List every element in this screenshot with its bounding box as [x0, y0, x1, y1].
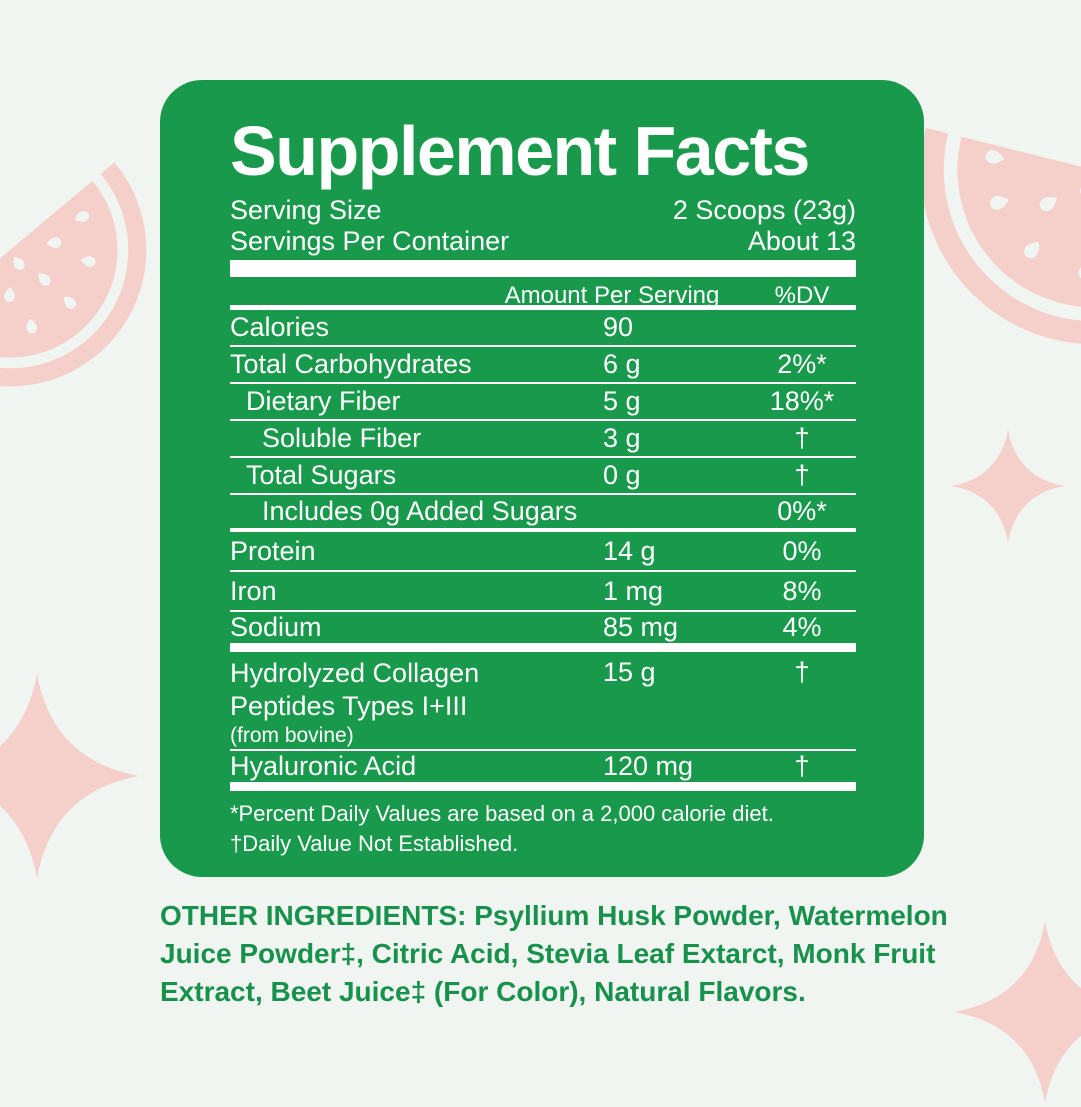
facts-table-body: Calories 90 Total Carbohydrates 6 g 2%* …: [230, 310, 856, 791]
table-row: Hyaluronic Acid 120 mg †: [230, 751, 856, 791]
footnote-dv-not-established: †Daily Value Not Established.: [230, 831, 519, 856]
servings-per-container-value: About 13: [747, 226, 856, 256]
nutrient-amount: 3 g: [603, 423, 641, 453]
nutrient-amount: 85 mg: [603, 612, 679, 642]
table-row: Soluble Fiber 3 g †: [230, 421, 856, 458]
nutrient-dv: 18%*: [769, 386, 835, 416]
serving-size-value: 2 Scoops (23g): [672, 195, 856, 225]
nutrient-name: Includes 0g Added Sugars: [262, 496, 578, 526]
serving-info: Serving Size 2 Scoops (23g) Servings Per…: [230, 195, 856, 257]
nutrient-dv: 4%: [782, 612, 822, 642]
nutrient-dv: 0%*: [777, 496, 827, 526]
supplement-facts-panel: Supplement Facts Serving Size 2 Scoops (…: [160, 80, 924, 877]
nutrient-name: Total Carbohydrates: [230, 349, 472, 379]
table-row: Hydrolyzed Collagen Peptides Types I+III…: [230, 652, 856, 751]
sparkle-icon: [954, 921, 1081, 1103]
nutrient-dv: †: [794, 751, 810, 781]
nutrient-name: Hyaluronic Acid: [230, 751, 417, 781]
serving-size-row: Serving Size 2 Scoops (23g): [230, 195, 856, 226]
nutrient-name: Total Sugars: [246, 460, 397, 490]
nutrient-dv: †: [794, 423, 810, 453]
panel-title: Supplement Facts: [230, 112, 810, 190]
other-ingredients-text: OTHER INGREDIENTS: Psyllium Husk Powder,…: [160, 900, 948, 1007]
sparkle-icon: [0, 673, 140, 879]
nutrient-amount: 5 g: [603, 386, 641, 416]
table-row: Calories 90: [230, 310, 856, 347]
nutrient-name: Protein: [230, 535, 316, 566]
nutrient-amount: 14 g: [603, 535, 656, 566]
nutrient-dv: †: [794, 460, 810, 490]
nutrient-dv: †: [794, 657, 810, 687]
nutrient-name: Soluble Fiber: [262, 423, 422, 453]
nutrient-dv: 8%: [782, 575, 822, 606]
serving-size-label: Serving Size: [230, 195, 382, 225]
dv-column-header: %DV: [774, 282, 830, 309]
nutrient-amount: 120 mg: [603, 751, 694, 781]
table-row: Total Carbohydrates 6 g 2%*: [230, 347, 856, 384]
nutrient-amount: 15 g: [603, 657, 656, 687]
table-row: Iron 1 mg 8%: [230, 572, 856, 612]
sparkle-icon: [951, 429, 1065, 543]
servings-per-container-row: Servings Per Container About 13: [230, 226, 856, 257]
nutrient-subnote: (from bovine): [230, 724, 354, 747]
table-row: Protein 14 g 0%: [230, 532, 856, 572]
nutrient-name: Dietary Fiber: [246, 386, 401, 416]
header-divider-line: [230, 305, 856, 310]
footnote-daily-values: *Percent Daily Values are based on a 2,0…: [230, 801, 774, 826]
nutrient-amount: 1 mg: [603, 575, 664, 606]
nutrient-amount: 90: [603, 312, 634, 342]
table-column-headers: Amount Per Serving %DV: [230, 277, 856, 309]
footnotes: *Percent Daily Values are based on a 2,0…: [230, 799, 856, 859]
servings-per-container-label: Servings Per Container: [230, 226, 510, 256]
nutrient-name: Sodium: [230, 612, 322, 642]
divider-bar-top: [230, 260, 856, 277]
nutrient-amount: 6 g: [603, 349, 641, 379]
table-row: Includes 0g Added Sugars 0%*: [230, 495, 856, 532]
amount-column-header: Amount Per Serving: [504, 282, 720, 309]
table-row: Sodium 85 mg 4%: [230, 612, 856, 652]
nutrient-name: Calories: [230, 312, 330, 342]
nutrient-dv: 0%: [782, 535, 822, 566]
nutrient-name: Hydrolyzed Collagen Peptides Types I+III…: [230, 657, 560, 748]
nutrient-amount: 0 g: [603, 460, 641, 490]
table-row: Dietary Fiber 5 g 18%*: [230, 384, 856, 421]
nutrient-name: Iron: [230, 575, 277, 606]
table-row: Total Sugars 0 g †: [230, 458, 856, 495]
nutrient-dv: 2%*: [777, 349, 827, 379]
